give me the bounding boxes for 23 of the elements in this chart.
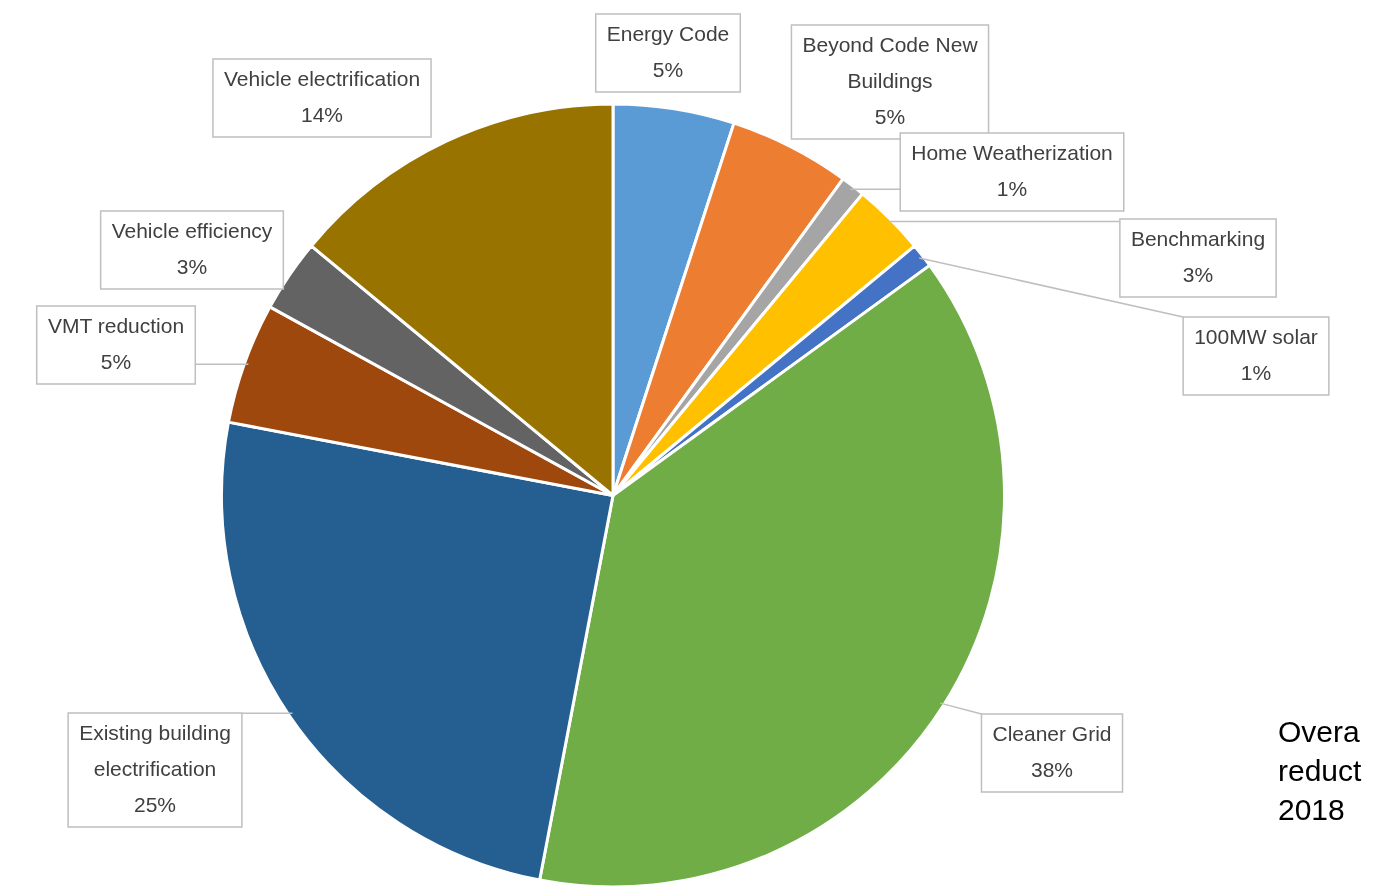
text: 2018: [1278, 792, 1346, 828]
data-label: 5%: [100, 349, 132, 373]
data-label: 14%: [300, 102, 344, 126]
slice-label: Benchmarking: [1130, 226, 1266, 250]
slice-label: Vehicle electrification: [223, 66, 421, 90]
slice-label: Beyond Code New Buildings: [802, 32, 979, 92]
slice-label: 100MW solar: [1194, 324, 1318, 348]
data-label: 25%: [133, 792, 177, 816]
slice-label: Energy Code: [606, 21, 730, 45]
slice-label: VMT reduction: [47, 313, 185, 337]
slice-label: Home Weatherization: [911, 140, 1113, 164]
data-label: 3%: [1182, 262, 1214, 286]
slice-label: Cleaner Grid: [992, 721, 1112, 745]
data-label: 5%: [874, 104, 906, 128]
data-label: 1%: [996, 176, 1028, 200]
text: reduct: [1278, 753, 1362, 789]
text: Overa: [1278, 714, 1361, 750]
data-label: 5%: [652, 57, 684, 81]
data-label: 3%: [176, 254, 208, 278]
slice-label: Vehicle efficiency: [111, 218, 273, 242]
slice-label: Existing building electrification: [79, 720, 231, 780]
data-label: 38%: [1030, 757, 1074, 781]
data-label: 1%: [1240, 360, 1272, 384]
